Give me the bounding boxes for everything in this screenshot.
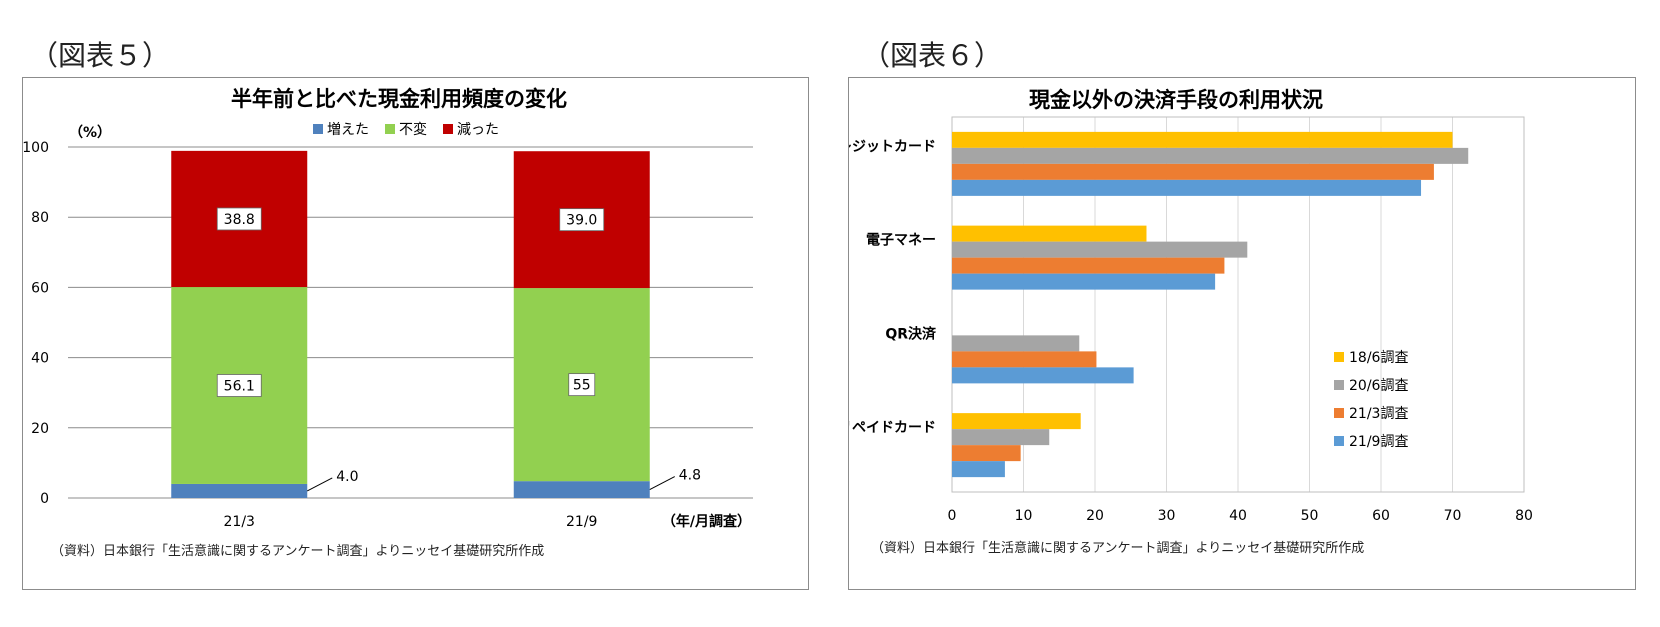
source-note: （資料）日本銀行「生活意識に関するアンケート調査」よりニッセイ基礎研究所作成: [871, 540, 1364, 556]
bar: [952, 445, 1021, 462]
bar: [952, 257, 1225, 274]
y-category-label: QR決済: [885, 325, 937, 342]
bar: [952, 273, 1216, 290]
legend-label: 減った: [457, 121, 499, 138]
bar: [952, 461, 1005, 478]
data-label-box: [568, 373, 596, 397]
plot-area-border: [951, 116, 1525, 493]
bar-segment: [513, 481, 650, 498]
y-tick-label: 20: [31, 421, 49, 437]
chart-title: 現金以外の決済手段の利用状況: [1029, 88, 1323, 112]
chart-title: 半年前と比べた現金利用頻度の変化: [231, 87, 567, 111]
chart-6-frame: 現金以外の決済手段の利用状況 0 10 20 30 40 50 60 70 80 クレジットカード電…: [824, 77, 1636, 590]
figure-5-label: （図表５）: [30, 39, 171, 72]
y-category-label: 電子マネー: [866, 232, 936, 249]
data-label: 56.1: [224, 379, 255, 395]
data-label-box: [216, 374, 262, 397]
bar: [952, 335, 1080, 352]
x-tick-label: 80: [1515, 508, 1533, 524]
bar: [952, 413, 1081, 430]
data-label: 38.8: [224, 212, 255, 228]
data-label-box: [559, 208, 605, 232]
bar: [952, 429, 1050, 446]
legend-label: 増えた: [327, 122, 369, 138]
y-category-label: プリペイドカード: [849, 420, 936, 436]
legend-swatch: [1334, 352, 1344, 362]
x-tick-label: 50: [1301, 508, 1319, 524]
legend-swatch: [313, 124, 323, 134]
data-label-leader: [649, 476, 675, 491]
legend-label: 不変: [399, 121, 427, 138]
x-tick-label: 21/3: [224, 514, 255, 530]
x-tick-label: 70: [1444, 508, 1462, 524]
bar: [952, 163, 1434, 180]
data-label: 4.0: [336, 469, 358, 485]
chart-5-frame: 半年前と比べた現金利用頻度の変化増えた 不変 減った （%） 0 20 40 60 80 100 4…: [22, 77, 809, 590]
bar: [952, 351, 1097, 368]
legend-swatch: [1334, 380, 1344, 390]
data-label: 4.8: [679, 468, 701, 484]
legend-swatch: [385, 124, 395, 134]
data-label-leader: [307, 477, 333, 492]
bar: [952, 241, 1248, 258]
source-note: （資料）日本銀行「生活意識に関するアンケート調査」よりニッセイ基礎研究所作成: [51, 543, 544, 559]
x-axis-label: （年/月調査）: [662, 513, 751, 530]
x-tick-label: 20: [1086, 508, 1104, 524]
data-label: 55: [573, 378, 591, 394]
bar-segment: [171, 483, 308, 498]
x-tick-label: 30: [1158, 508, 1176, 524]
legend-label: 20/6調査: [1349, 378, 1408, 394]
legend-label: 21/3調査: [1349, 406, 1408, 422]
figure-6-label: （図表６）: [862, 39, 1003, 72]
legend-swatch: [443, 124, 453, 134]
x-tick-label: 0: [948, 508, 957, 524]
legend-swatch: [1334, 436, 1344, 446]
y-tick-label: 80: [31, 210, 49, 226]
y-tick-label: 0: [40, 491, 49, 507]
y-tick-label: 100: [23, 140, 49, 156]
bar: [952, 131, 1453, 148]
bar: [952, 225, 1147, 242]
bar: [952, 367, 1134, 384]
legend-label: 18/6調査: [1349, 350, 1408, 366]
data-label: 39.0: [566, 213, 597, 229]
data-label-box: [216, 207, 262, 231]
legend-swatch: [1334, 408, 1344, 418]
x-tick-label: 40: [1229, 508, 1247, 524]
y-axis-unit: （%）: [69, 125, 111, 141]
x-tick-label: 21/9: [566, 514, 597, 530]
bar: [952, 179, 1422, 196]
bar: [952, 147, 1469, 164]
x-tick-label: 60: [1372, 508, 1390, 524]
y-tick-label: 60: [31, 280, 49, 296]
y-tick-label: 40: [31, 351, 49, 367]
y-category-label: クレジットカード: [849, 139, 936, 155]
x-tick-label: 10: [1015, 508, 1033, 524]
chart-6-svg: 現金以外の決済手段の利用状況 0 10 20 30 40 50 60 70 80 クレジットカード電…: [824, 88, 1533, 556]
legend-label: 21/9調査: [1349, 434, 1408, 450]
